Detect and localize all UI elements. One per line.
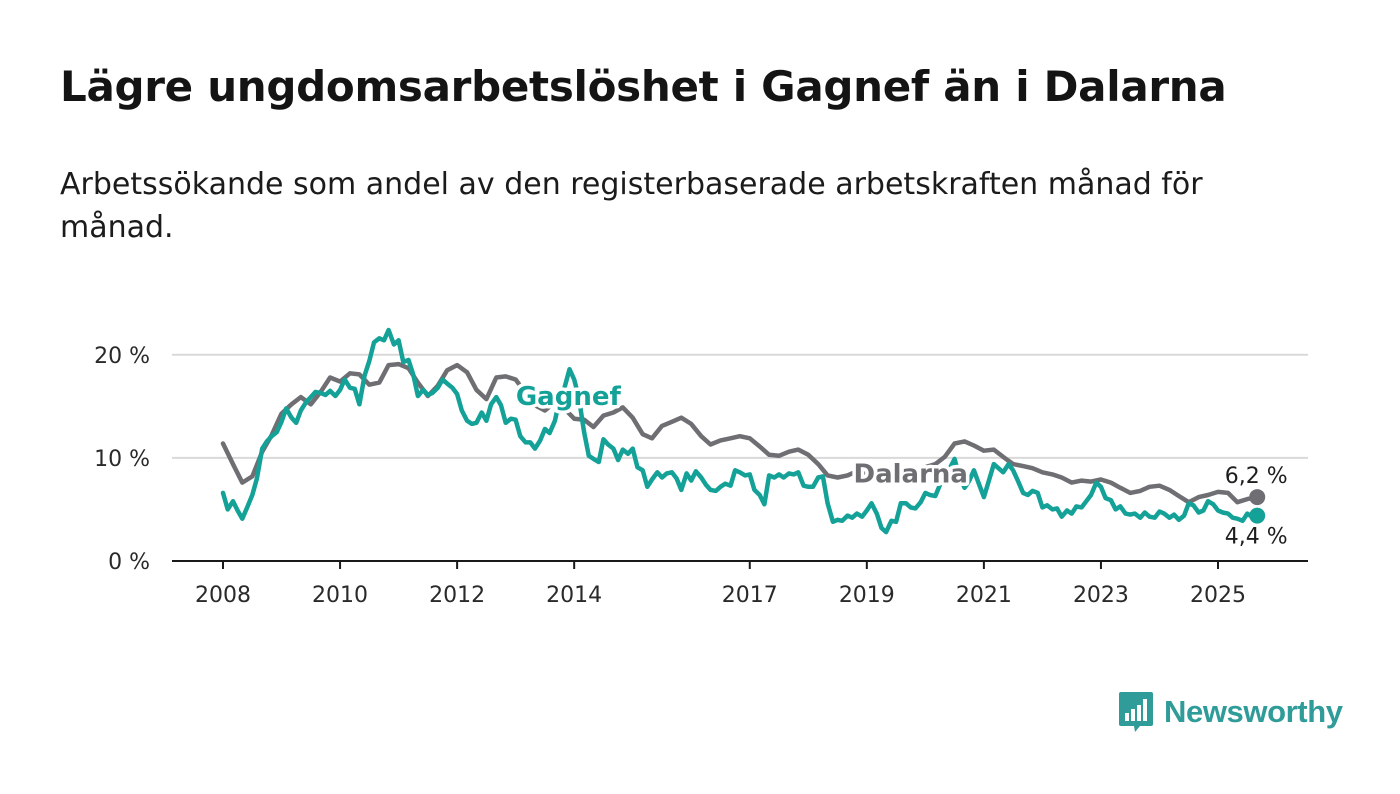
newsworthy-logo: Newsworthy	[1118, 690, 1343, 734]
end-point-gagnef	[1249, 507, 1266, 524]
series-line-dalarna	[220, 361, 1260, 505]
series-labels: Dalarna Gagnef 6,2 % 4,4 %	[512, 379, 1288, 550]
end-point-dalarna	[1249, 489, 1266, 506]
chart-subtitle: Arbetssökande som andel av den registerb…	[60, 167, 1203, 245]
chart-title: Lägre ungdomsarbetslöshet i Gagnef än i …	[60, 62, 1227, 111]
x-tick-label: 2019	[839, 583, 895, 608]
newsworthy-bar-chart-logo-icon	[1119, 692, 1153, 732]
end-value-label-dalarna: 6,2 %	[1225, 464, 1288, 489]
y-tick-label: 10 %	[94, 447, 150, 472]
x-tick-label: 2021	[956, 583, 1012, 608]
brand-name: Newsworthy	[1164, 694, 1343, 729]
x-tick-label: 2017	[722, 583, 778, 608]
y-tick-label: 20 %	[94, 344, 150, 369]
x-tick-label: 2025	[1190, 583, 1246, 608]
y-tick-label: 0 %	[108, 550, 150, 575]
gridlines	[172, 353, 1308, 459]
x-tick-label: 2014	[546, 583, 602, 608]
end-value-label-gagnef: 4,4 %	[1225, 525, 1288, 550]
series-lines	[220, 327, 1266, 535]
x-tick-label: 2012	[429, 583, 485, 608]
x-axis: 2008 2010 2012 2014 2017 2019 2021 2023 2025	[172, 560, 1308, 608]
series-line-gagnef	[220, 327, 1260, 535]
series-label-gagnef: Gagnef	[516, 382, 622, 412]
x-tick-label: 2008	[195, 583, 251, 608]
series-label-dalarna: Dalarna	[853, 459, 967, 489]
x-tick-label: 2010	[312, 583, 368, 608]
x-tick-label: 2023	[1073, 583, 1129, 608]
y-axis-tick-labels: 0 % 10 % 20 %	[94, 344, 150, 575]
